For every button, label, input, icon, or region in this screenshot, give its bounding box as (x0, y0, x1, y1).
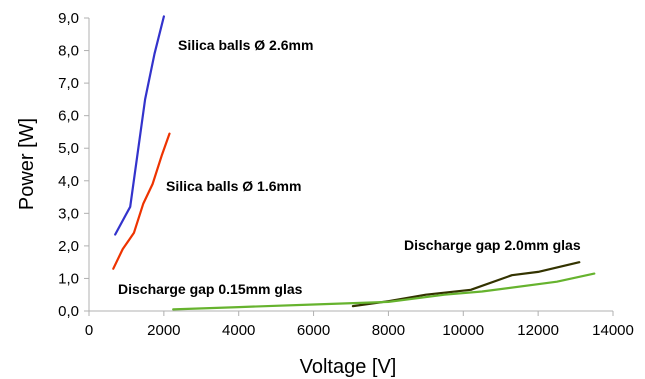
y-tick-label: 9,0 (58, 10, 79, 27)
x-tick-label: 0 (85, 322, 93, 339)
y-tick-label: 1,0 (58, 270, 79, 287)
x-tick-label: 14000 (592, 322, 634, 339)
x-tick-label: 4000 (222, 322, 255, 339)
series-lines (112, 15, 596, 311)
y-tick-label: 6,0 (58, 108, 79, 125)
x-tick-label: 8000 (372, 322, 405, 339)
annotations: Silica balls Ø 2.6mm Silica balls Ø 1.6mm… (118, 37, 581, 297)
y-tick-label: 4,0 (58, 173, 79, 190)
annotation-label: Silica balls Ø 1.6mm (166, 178, 301, 194)
y-axis-title: Power [W] (16, 118, 38, 210)
series-line-4 (172, 272, 596, 311)
axes (88, 18, 613, 312)
annotation-label: Discharge gap 0.15mm glas (118, 281, 303, 297)
x-tick-label: 2000 (147, 322, 180, 339)
y-tick-label: 0,0 (58, 303, 79, 320)
y-tick-label: 5,0 (58, 140, 79, 157)
series-line-2 (112, 132, 171, 270)
y-tick-label: 8,0 (58, 43, 79, 60)
y-tick-label: 2,0 (58, 238, 79, 255)
x-tick-label: 6000 (297, 322, 330, 339)
series-line-1 (114, 15, 165, 236)
y-tick-label: 3,0 (58, 205, 79, 222)
x-tick-labels: 0 2000 4000 6000 8000 10000 12000 14000 (85, 311, 634, 339)
annotation-label: Discharge gap 2.0mm glas (404, 237, 581, 253)
y-tick-labels: 0,0 1,0 2,0 3,0 4,0 5,0 6,0 7,0 8,0 9,0 (58, 10, 89, 320)
x-axis-title: Voltage [V] (300, 356, 397, 378)
annotation-label: Silica balls Ø 2.6mm (178, 37, 313, 53)
y-tick-label: 7,0 (58, 75, 79, 92)
x-tick-label: 12000 (517, 322, 559, 339)
x-tick-label: 10000 (442, 322, 484, 339)
